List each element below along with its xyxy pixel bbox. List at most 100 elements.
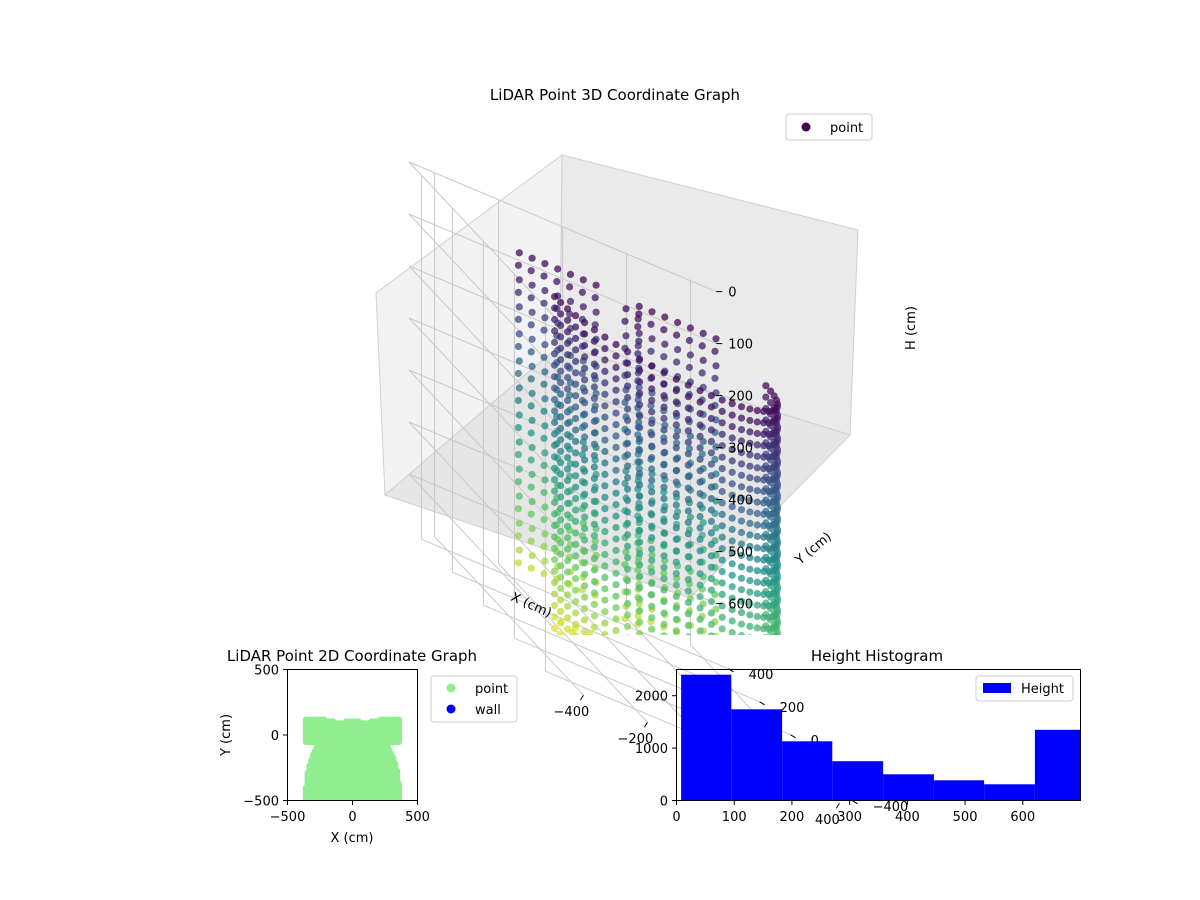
data-point-3d — [647, 347, 655, 355]
data-point-3d — [581, 479, 589, 487]
tick-y-3d — [759, 701, 765, 706]
data-point-3d — [684, 473, 692, 481]
data-point-3d — [621, 317, 629, 325]
data-point-3d — [699, 356, 707, 364]
data-point-3d — [624, 508, 632, 516]
data-point-3d — [541, 449, 549, 457]
data-point-3d — [774, 675, 781, 682]
legend-3d-marker — [801, 122, 811, 132]
data-point-3d — [735, 701, 742, 708]
data-point-3d — [601, 367, 609, 375]
data-point-3d — [590, 349, 599, 357]
data-point-3d — [648, 335, 656, 343]
tick-label-h-3d: 300 — [728, 442, 753, 457]
data-point-3d — [685, 656, 692, 663]
data-point-3d — [612, 615, 620, 623]
data-point-3d — [648, 396, 656, 404]
histogram-bar — [731, 709, 783, 801]
data-point-3d — [551, 544, 559, 552]
data-point-3d — [557, 321, 565, 329]
data-point-3d — [760, 510, 768, 518]
data-point-3d — [660, 449, 668, 457]
data-point-3d — [601, 345, 609, 353]
data-point-3d — [699, 519, 707, 527]
data-point-3d — [541, 314, 549, 322]
data-point-3d — [551, 373, 559, 381]
data-point-3d — [590, 555, 599, 563]
data-point-3d — [515, 519, 523, 527]
data-point-3d — [774, 652, 781, 659]
plot-frame-histogram — [676, 669, 1081, 801]
data-point-3d — [594, 638, 601, 645]
data-point-3d — [765, 590, 773, 599]
legend-3d-label: point — [830, 121, 863, 136]
data-point-3d — [624, 622, 632, 631]
data-point-3d — [660, 632, 668, 635]
data-point-3d — [557, 619, 565, 627]
data-point-3d — [765, 407, 773, 415]
data-point-3d — [753, 612, 761, 621]
data-point-3d — [612, 409, 620, 417]
data-point-3d — [696, 535, 704, 544]
data-point-3d — [737, 631, 746, 635]
data-point-3d — [698, 342, 706, 350]
data-point-3d — [728, 548, 736, 557]
data-point-3d — [557, 298, 565, 307]
data-point-3d — [557, 527, 565, 535]
data-point-3d — [612, 363, 620, 371]
grid-line-h — [408, 265, 717, 425]
data-point-3d — [773, 683, 780, 690]
data-point-3d — [601, 539, 609, 547]
data-point-3d — [528, 416, 536, 424]
data-point-3d — [572, 552, 580, 560]
data-point-3d — [540, 299, 548, 307]
data-point-3d — [684, 461, 692, 469]
data-point-3d — [635, 329, 643, 337]
data-point-3d — [557, 413, 565, 421]
tick-y-3d — [790, 734, 796, 739]
data-point-3d — [670, 674, 677, 681]
data-point-3d — [528, 443, 536, 452]
data-point-3d — [771, 690, 778, 697]
histogram-title: Height Histogram — [811, 647, 943, 665]
data-point-3d — [564, 625, 572, 633]
data-point-3d — [636, 412, 644, 420]
data-point-3d — [765, 568, 773, 576]
data-point-3d — [672, 501, 680, 509]
data-point-3d — [572, 415, 580, 423]
data-point-3d — [707, 437, 716, 445]
data-point-3d — [718, 487, 726, 496]
x-axis-label-2d: X (cm) — [331, 831, 374, 846]
data-point-3d — [769, 636, 776, 643]
data-point-3d — [527, 456, 535, 464]
data-point-3d — [557, 482, 565, 490]
data-point-3d — [660, 426, 668, 434]
data-point-3d — [551, 556, 559, 564]
data-point-3d — [612, 352, 620, 360]
data-point-3d — [551, 533, 559, 541]
data-point-3d — [564, 419, 572, 427]
data-point-3d — [707, 575, 716, 583]
data-point-3d — [553, 277, 561, 286]
data-point-3d — [551, 350, 559, 358]
data-point-3d — [624, 496, 632, 505]
histogram-bar — [933, 780, 985, 801]
data-point-3d — [528, 362, 536, 370]
data-point-3d — [572, 323, 580, 331]
data-point-3d — [514, 532, 523, 540]
data-point-3d — [711, 347, 719, 355]
data-point-3d — [551, 327, 559, 335]
data-point-3d — [728, 457, 736, 465]
data-point-3d — [760, 442, 768, 450]
data-point-3d — [648, 660, 655, 667]
data-point-3d — [753, 464, 761, 472]
data-point-3d — [696, 444, 704, 452]
data-point-3d — [642, 679, 649, 686]
data-point-3d — [660, 620, 668, 629]
data-point-3d — [551, 567, 559, 575]
data-point-3d — [590, 394, 599, 402]
data-point-3d — [673, 639, 680, 646]
data-point-3d — [760, 407, 768, 415]
data-point-3d — [696, 501, 704, 509]
data-point-3d — [622, 548, 630, 556]
